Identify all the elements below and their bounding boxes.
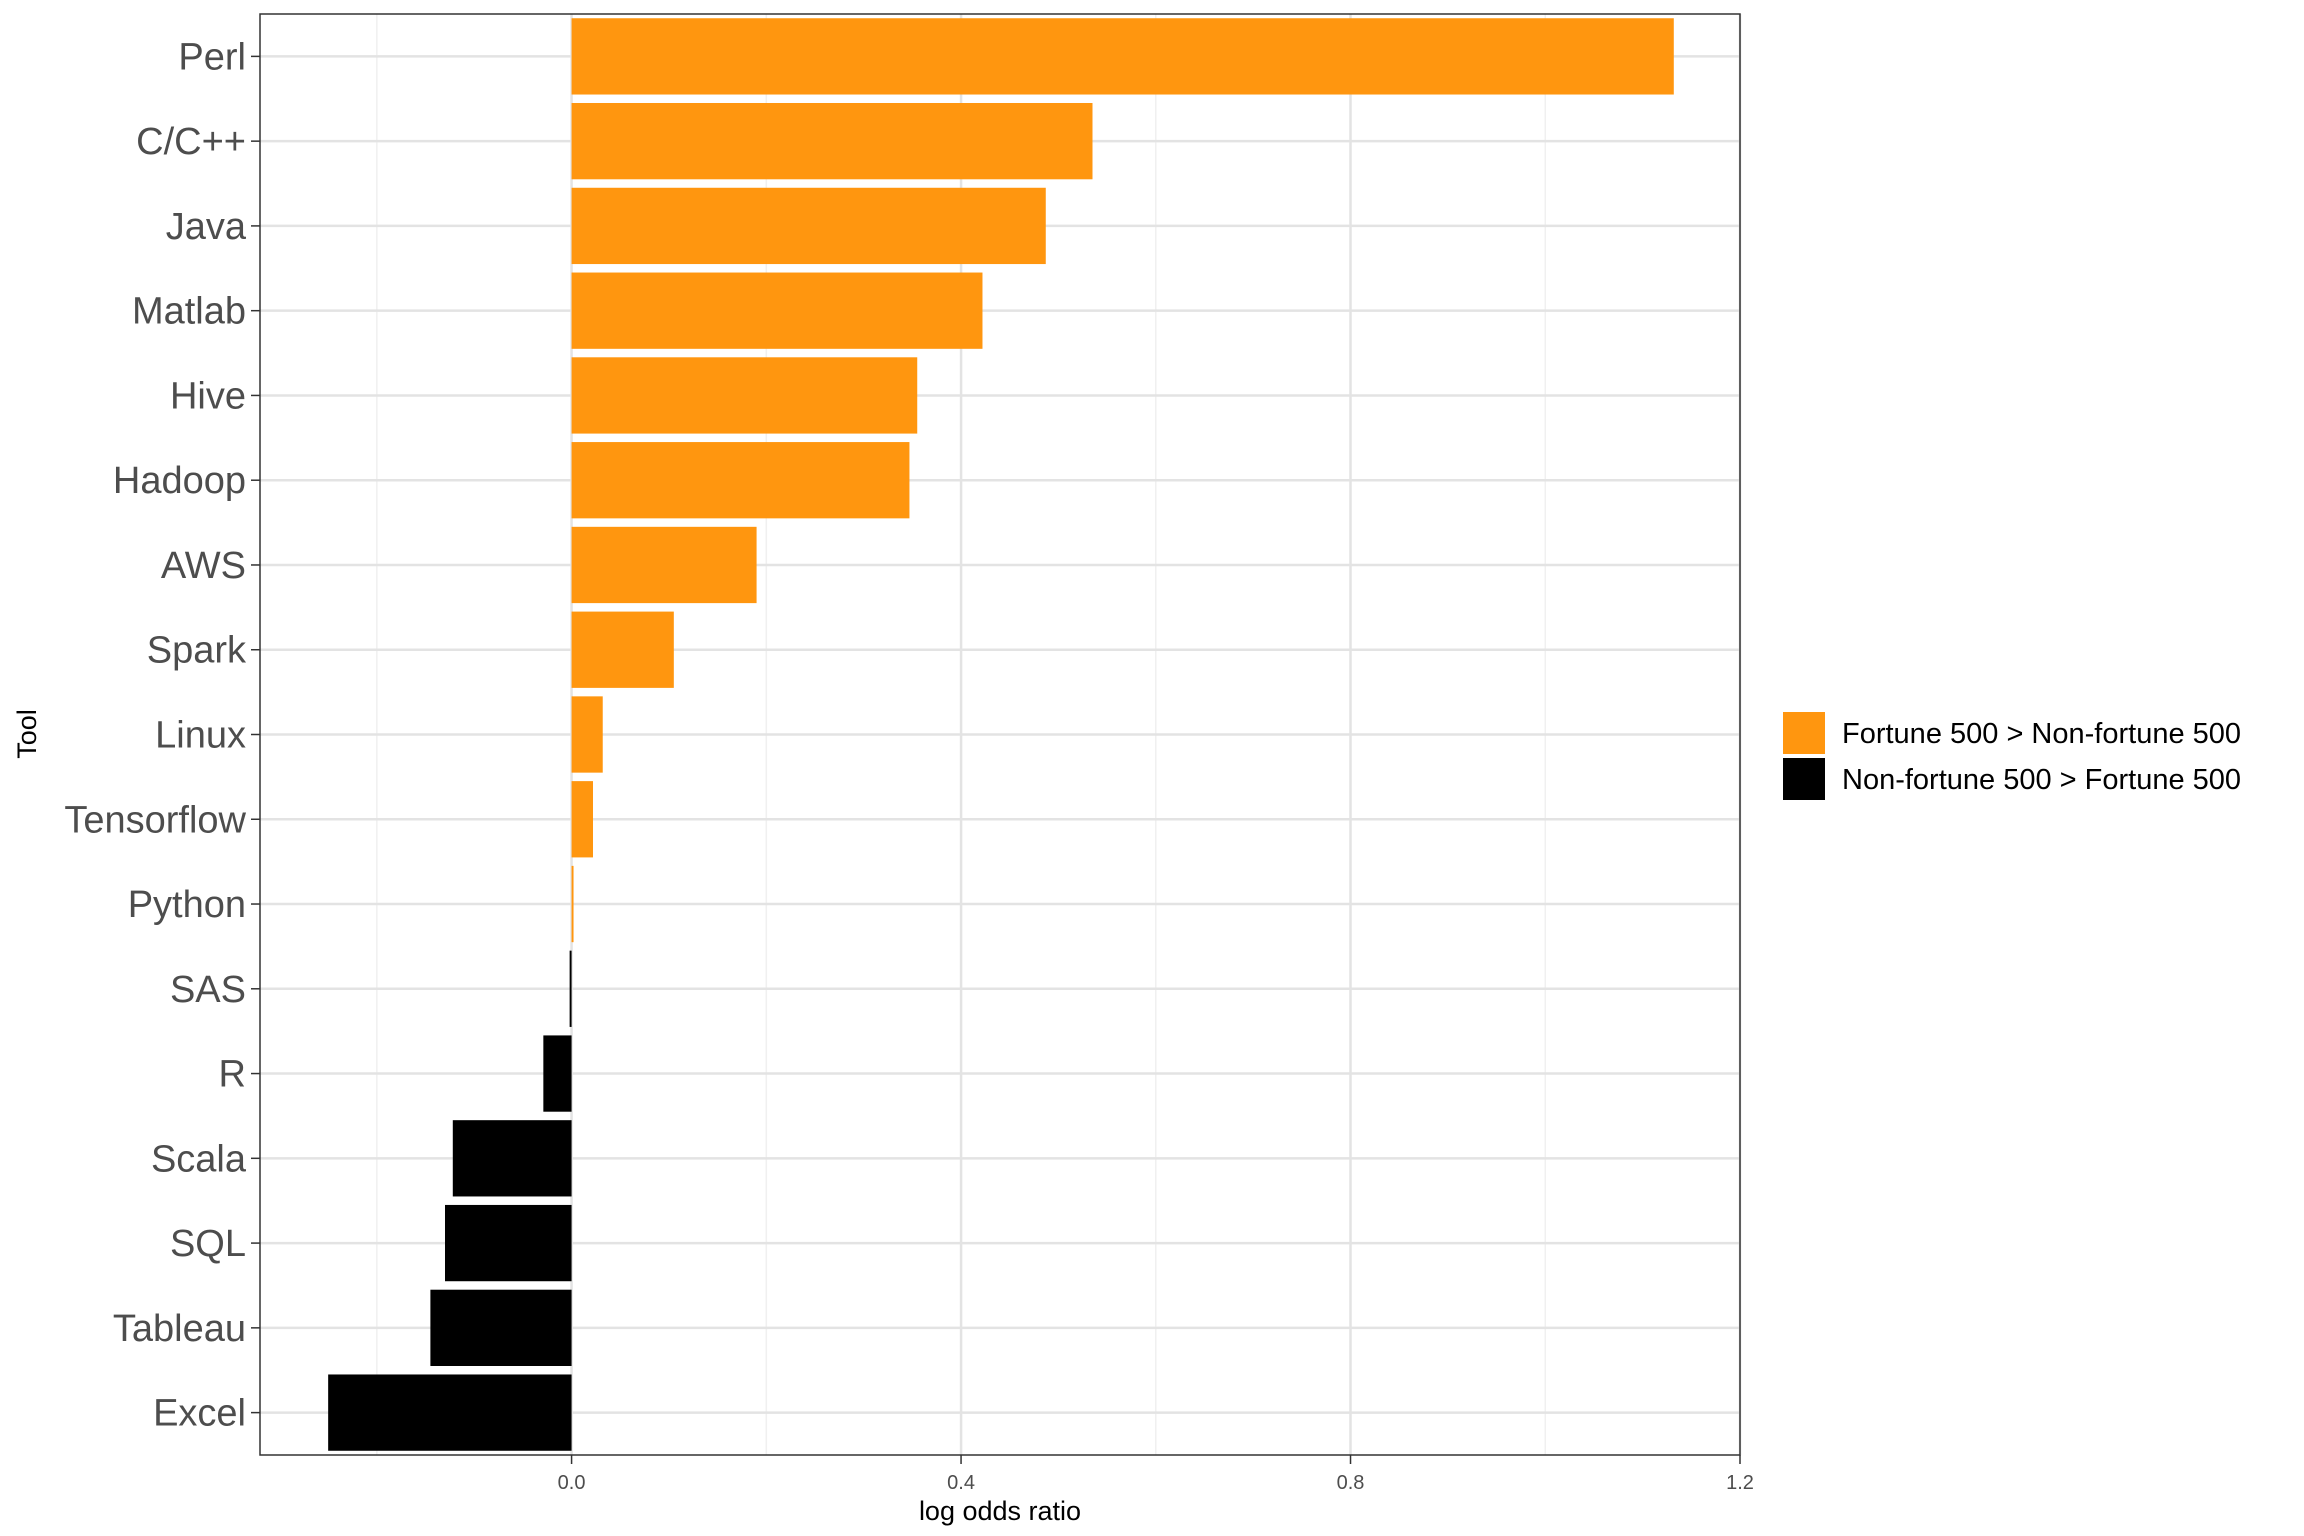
bar-scala (452, 1120, 572, 1197)
legend-label: Non-fortune 500 > Fortune 500 (1842, 764, 2241, 796)
legend-label: Fortune 500 > Non-fortune 500 (1842, 718, 2241, 750)
bar-excel (328, 1374, 572, 1451)
bar-sas (569, 950, 572, 1027)
y-tick-label: Excel (153, 1393, 246, 1435)
y-tick-label: Matlab (132, 291, 246, 333)
y-tick-label: Hive (170, 375, 246, 417)
x-tick-label: 0.4 (947, 1472, 975, 1494)
y-tick-label: SQL (170, 1223, 246, 1265)
bar-aws (571, 526, 757, 604)
bar-r (543, 1035, 572, 1112)
x-axis-title: log odds ratio (919, 1496, 1081, 1526)
x-tick-label: 0.8 (1337, 1472, 1365, 1494)
bar-sql (445, 1204, 572, 1282)
y-tick-label: Scala (151, 1138, 247, 1180)
y-tick-label: Tableau (113, 1308, 246, 1350)
bar-tensorflow (571, 781, 593, 858)
bar-hadoop (571, 442, 910, 519)
bar-hive (571, 357, 918, 434)
y-tick-label: Hadoop (113, 460, 246, 502)
y-axis: Perl C/C++ Java Matlab Hive Hadoop AWS Spark Lin… (64, 36, 260, 1435)
x-tick-label: 0.0 (558, 1472, 586, 1494)
y-tick-label: Java (166, 206, 247, 248)
y-tick-label: Linux (155, 715, 246, 757)
bar-matlab (571, 272, 983, 349)
y-tick-label: C/C++ (136, 121, 246, 163)
bars (328, 18, 1674, 1451)
y-tick-label: Tensorflow (64, 799, 246, 841)
y-tick-label: AWS (161, 545, 246, 587)
legend-swatch (1783, 712, 1825, 754)
y-axis-title: Tool (12, 709, 42, 759)
y-tick-label: Spark (147, 630, 247, 672)
x-tick-label: 1.2 (1726, 1472, 1754, 1494)
bar-c-c- (571, 103, 1093, 180)
legend-swatch (1783, 758, 1825, 800)
bar-spark (571, 611, 674, 688)
bar-python (571, 865, 574, 943)
bar-tableau (430, 1289, 572, 1366)
bar-perl (571, 18, 1674, 95)
x-axis: 0.0 0.4 0.8 1.2 (558, 1455, 1754, 1494)
y-tick-label: R (219, 1054, 246, 1096)
y-tick-label: SAS (170, 969, 246, 1011)
y-tick-label: Python (128, 884, 246, 926)
y-tick-label: Perl (178, 36, 246, 78)
legend: Fortune 500 > Non-fortune 500 Non-fortune… (1783, 712, 2241, 800)
bar-linux (571, 696, 603, 773)
bar-java (571, 187, 1046, 265)
